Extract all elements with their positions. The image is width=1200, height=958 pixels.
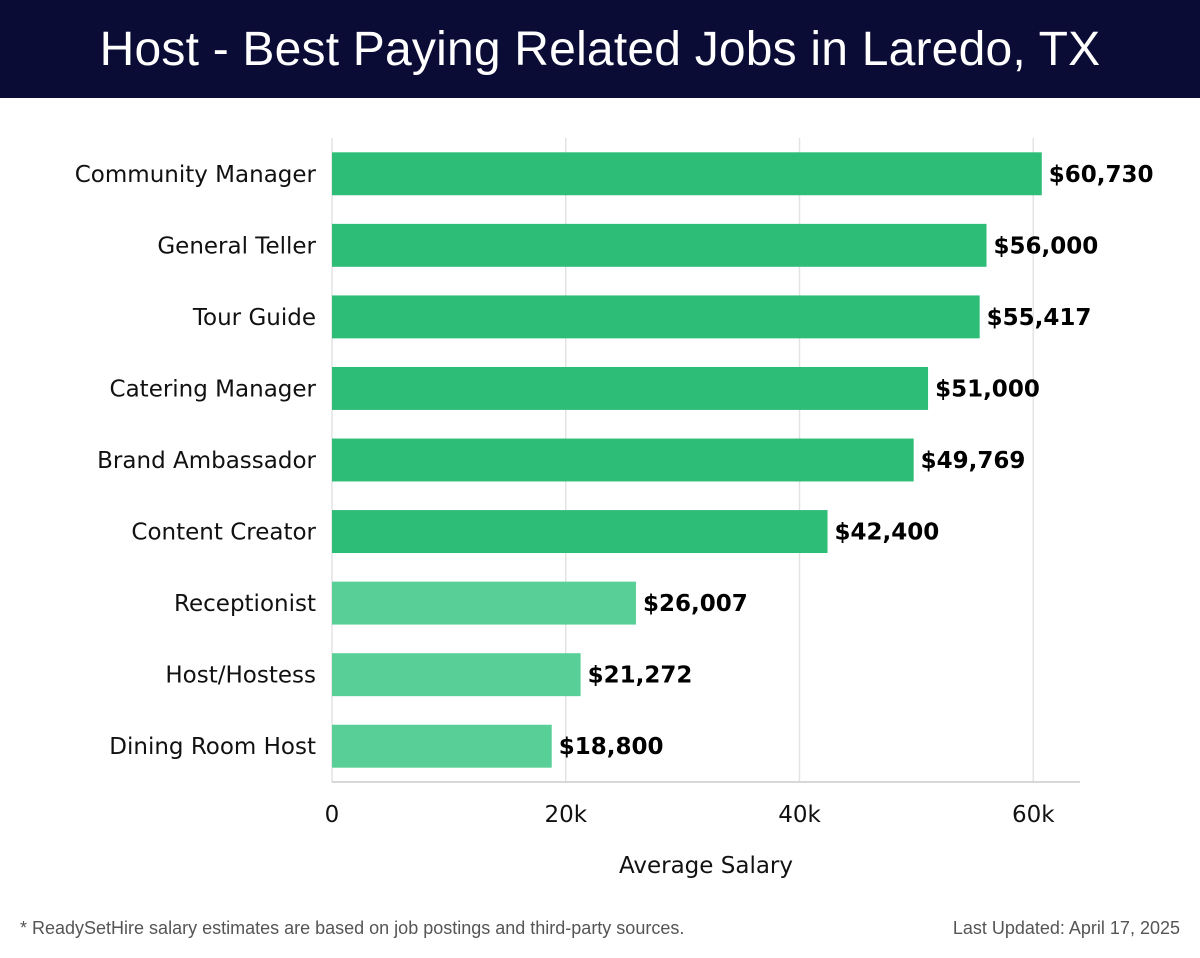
category-label: Dining Room Host bbox=[109, 734, 316, 760]
x-tick-label: 0 bbox=[325, 802, 340, 828]
category-label: Host/Hostess bbox=[165, 663, 316, 689]
bar bbox=[332, 510, 828, 554]
category-labels: Community Manager General Teller Tour Guid… bbox=[75, 162, 317, 760]
category-label: Community Manager bbox=[75, 162, 317, 188]
data-label: $21,272 bbox=[588, 663, 693, 689]
last-updated: Last Updated: April 17, 2025 bbox=[952, 918, 1180, 938]
bar bbox=[332, 724, 552, 768]
x-tick-label: 20k bbox=[544, 802, 587, 828]
chart-area: $60,730 $56,000 $55,417 $51,000 $49,769 $42,4… bbox=[0, 98, 1200, 898]
data-label: $56,000 bbox=[994, 233, 1099, 259]
bars bbox=[332, 152, 1042, 768]
x-tick-label: 60k bbox=[1012, 802, 1055, 828]
bar bbox=[332, 438, 914, 482]
category-label: Tour Guide bbox=[192, 305, 316, 331]
bar bbox=[332, 653, 581, 697]
bar bbox=[332, 366, 929, 410]
category-label: Receptionist bbox=[174, 591, 316, 617]
x-axis-label: Average Salary bbox=[619, 853, 793, 879]
category-label: Content Creator bbox=[131, 520, 316, 546]
data-label: $18,800 bbox=[559, 734, 664, 760]
x-tick-label: 40k bbox=[778, 802, 821, 828]
data-label: $55,417 bbox=[987, 305, 1092, 331]
category-label: Brand Ambassador bbox=[97, 448, 316, 474]
category-label: Catering Manager bbox=[110, 376, 317, 402]
bar bbox=[332, 581, 636, 625]
data-label: $42,400 bbox=[835, 520, 940, 546]
category-label: General Teller bbox=[157, 233, 316, 259]
chart-header: Host - Best Paying Related Jobs in Lared… bbox=[0, 0, 1200, 98]
footer-note: * ReadySetHire salary estimates are base… bbox=[20, 918, 685, 938]
bar bbox=[332, 223, 987, 267]
data-label: $60,730 bbox=[1049, 162, 1154, 188]
data-label: $51,000 bbox=[935, 376, 1040, 402]
chart-title: Host - Best Paying Related Jobs in Lared… bbox=[99, 22, 1101, 76]
data-label: $49,769 bbox=[921, 448, 1026, 474]
bar bbox=[332, 152, 1042, 196]
data-label: $26,007 bbox=[643, 591, 748, 617]
bar-chart: $60,730 $56,000 $55,417 $51,000 $49,769 $42,4… bbox=[75, 138, 1154, 879]
bar bbox=[332, 295, 980, 339]
data-labels: $60,730 $56,000 $55,417 $51,000 $49,769 $42,4… bbox=[559, 162, 1154, 760]
x-tick-labels: 0 20k 40k 60k bbox=[325, 802, 1056, 828]
